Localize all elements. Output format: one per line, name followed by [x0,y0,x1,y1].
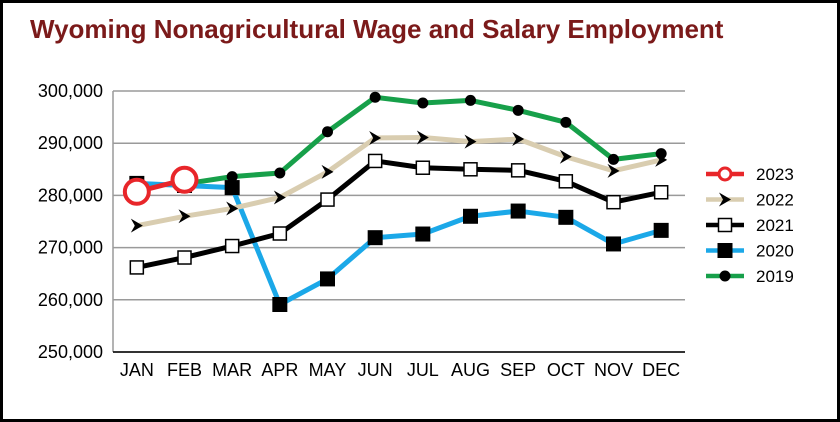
data-point-2020-MAR [224,180,240,196]
series-layer [122,91,669,312]
legend-label: 2019 [756,267,794,286]
legend-marker [717,166,733,182]
data-point-2022-AUG [464,134,477,149]
y-tick-label: 300,000 [38,81,103,101]
data-point-2021-JUL [415,160,431,175]
data-point-2022-MAY [321,164,334,179]
series-line-2021 [134,158,664,270]
data-point-2021-MAR [224,238,240,254]
series-line-2020 [134,180,664,307]
data-point-2020-SEP [510,203,526,219]
data-point-2019-AUG [465,94,476,106]
x-tick-label: FEB [167,360,202,380]
x-tick-label: DEC [642,360,680,380]
x-tick-label: MAR [212,360,252,380]
data-point-2020-JUN [367,230,383,246]
series-2020 [129,175,669,312]
y-tick-label: 290,000 [38,133,103,153]
y-tick-label: 270,000 [38,238,103,258]
data-point-2022-JUN [369,130,382,145]
data-point-2020-NOV [606,236,621,252]
data-point-2020-DEC [653,222,669,238]
data-point-2020-APR [272,296,288,312]
data-point-2021-MAY [320,192,335,207]
data-point-2022-OCT [559,149,572,164]
data-point-2021-APR [272,226,288,241]
data-point-2021-AUG [463,162,478,177]
legend-label: 2020 [756,242,794,261]
data-point-2019-JUN [369,91,381,103]
series-2021 [129,153,669,275]
y-axis-ticks: 250,000 260,000 270,000 280,000 290,000 300,0… [38,81,103,362]
data-point-2020-AUG [463,208,478,224]
data-point-2019-NOV [608,153,619,165]
legend-item-2020: 2020 [706,242,794,261]
x-tick-label: APR [261,360,298,380]
data-point-2020-OCT [558,209,574,225]
data-point-2019-OCT [560,116,572,128]
data-point-2019-SEP [512,104,524,116]
data-point-2022-NOV [607,163,620,178]
chart-title: Wyoming Nonagricultural Wage and Salary … [30,14,724,44]
x-tick-label: OCT [547,360,585,380]
data-point-2020-MAY [320,271,335,287]
legend-item-2023: 2023 [706,165,794,184]
data-point-2022-DEC [655,152,668,167]
data-point-2023-FEB [170,165,199,194]
x-tick-label: NOV [594,360,633,380]
x-axis-ticks: JAN FEB MAR APR MAY JUN JUL AUG SEP OCT NOV DEC [120,360,680,380]
x-tick-label: MAY [309,360,347,380]
data-point-2022-JAN [130,218,143,233]
x-tick-label: JUL [407,360,439,380]
legend-marker [719,192,731,207]
y-tick-label: 250,000 [38,342,103,362]
data-point-2022-MAR [226,201,239,216]
data-point-2019-JUL [417,97,429,109]
legend-label: 2022 [756,191,794,210]
data-point-2022-SEP [512,132,525,147]
series-2023 [122,165,199,206]
data-point-2022-FEB [178,209,191,224]
legend-item-2019: 2019 [706,267,794,286]
data-point-2021-JAN [129,260,145,275]
data-point-2019-APR [274,167,286,179]
x-tick-label: AUG [451,360,490,380]
x-tick-label: JAN [120,360,154,380]
y-tick-label: 260,000 [38,290,103,310]
data-point-2021-DEC [653,185,669,200]
y-tick-label: 280,000 [38,185,103,205]
legend-label: 2023 [756,165,794,184]
data-point-2021-NOV [606,194,621,210]
legend-item-2021: 2021 [706,216,794,235]
data-point-2022-APR [273,190,286,205]
legend-marker [717,217,733,233]
legend-label: 2021 [756,216,794,235]
data-point-2023-JAN [122,177,151,206]
data-point-2020-JUL [415,226,431,242]
data-point-2021-JUN [367,153,383,169]
legend: 2023 2022 2021 2020 2019 [706,165,794,286]
data-point-2021-FEB [177,250,192,265]
data-point-2021-SEP [510,163,526,178]
series-2022 [130,130,668,233]
legend-marker [717,243,733,258]
data-point-2019-MAY [322,126,333,138]
gridlines [112,90,685,353]
legend-item-2022: 2022 [706,191,794,210]
series-line-2022 [134,134,664,229]
legend-marker [719,270,731,282]
data-point-2021-OCT [558,174,574,189]
x-tick-label: SEP [500,360,536,380]
data-point-2019-MAR [226,171,238,183]
data-point-2022-JUL [416,130,429,145]
x-tick-label: JUN [358,360,393,380]
